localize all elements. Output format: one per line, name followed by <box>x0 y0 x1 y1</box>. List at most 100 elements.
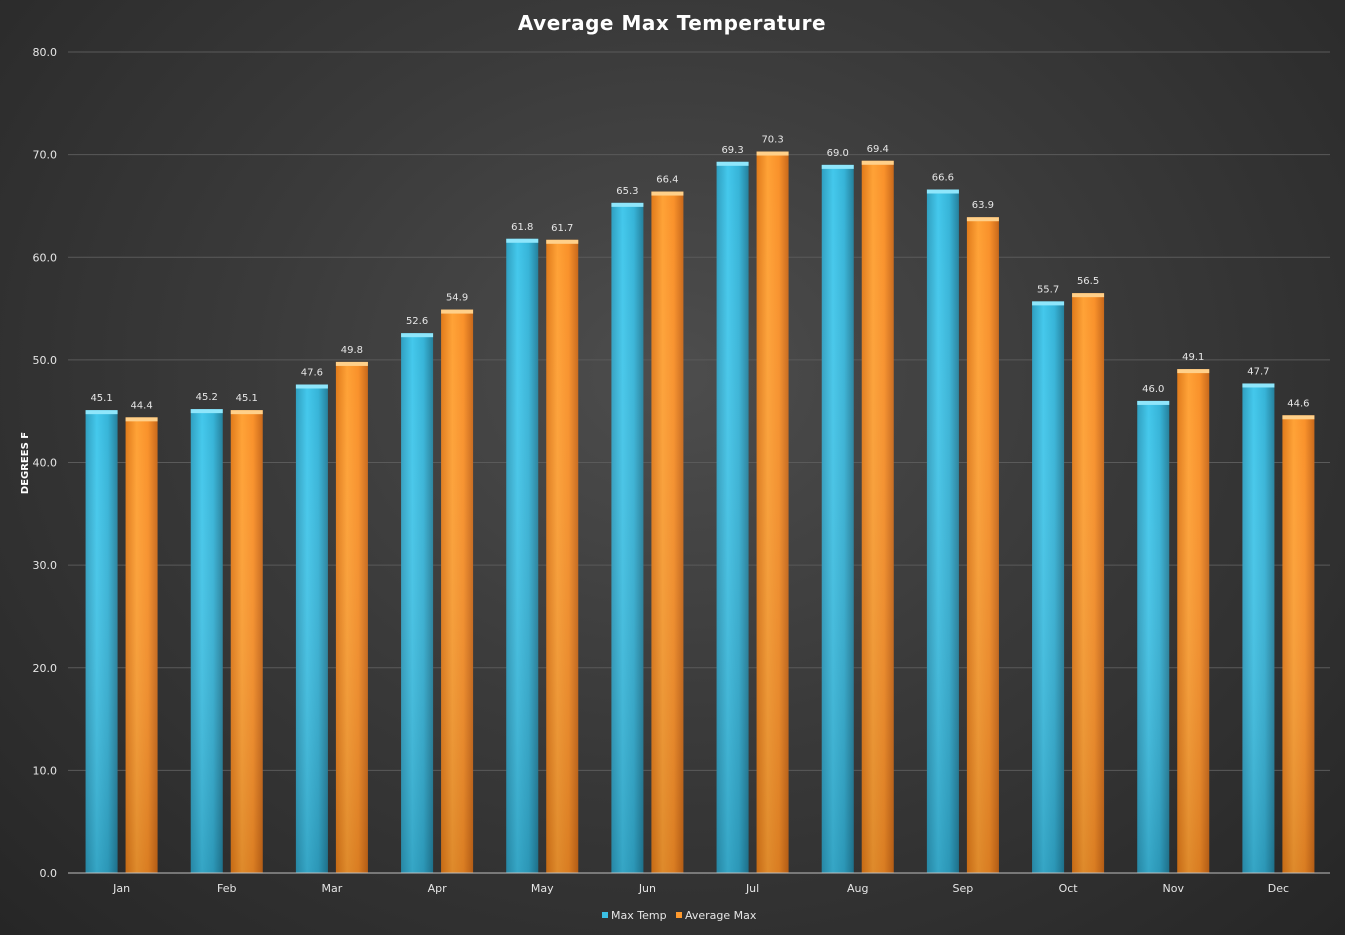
bar-max-temp: 52.6 <box>401 316 434 873</box>
data-label-average-max: 45.1 <box>236 393 258 404</box>
bar-average-max: 49.1 <box>1177 352 1210 873</box>
data-label-max-temp: 69.0 <box>827 148 849 159</box>
bar-cap <box>611 202 644 207</box>
bar-cap <box>1177 369 1210 374</box>
y-tick-label: 60.0 <box>33 251 58 264</box>
x-tick-label: Jul <box>745 882 759 895</box>
bar-max-temp: 45.1 <box>85 393 118 873</box>
x-axis-ticks: Jan Feb Mar Apr May Jun Jul Aug Sep Oct Nov Dec <box>112 882 1289 895</box>
bar-shade <box>295 384 328 873</box>
data-label-average-max: 44.4 <box>130 400 152 411</box>
bar-shade <box>1242 383 1275 873</box>
bars: 45.1 44.4 45.2 45.1 47.6 49.8 52.6 54.9 61.8 61.7… <box>85 135 1315 874</box>
data-label-average-max: 49.8 <box>341 345 363 356</box>
bar-max-temp: 61.8 <box>506 222 539 874</box>
bar-shade <box>1072 293 1105 873</box>
data-label-average-max: 49.1 <box>1182 352 1204 363</box>
y-axis-ticks: 0.0 10.0 20.0 30.0 40.0 50.0 60.0 70.0 80.0 <box>33 46 58 880</box>
data-label-max-temp: 47.7 <box>1247 366 1269 377</box>
bar-average-max: 44.6 <box>1282 398 1315 873</box>
bar-shade <box>926 189 959 873</box>
bar-cap <box>125 417 158 422</box>
x-tick-label: Apr <box>428 882 448 895</box>
y-tick-label: 20.0 <box>33 662 58 675</box>
data-label-average-max: 63.9 <box>972 200 994 211</box>
bar-max-temp: 55.7 <box>1032 284 1065 873</box>
legend-label-max-temp: Max Temp <box>611 909 667 922</box>
bar-cap <box>1242 383 1275 388</box>
bar-shade <box>546 239 579 873</box>
data-label-average-max: 69.4 <box>867 144 889 155</box>
bar-cap <box>401 333 434 338</box>
y-axis-label: DEGREES F <box>20 432 31 494</box>
bar-cap <box>756 151 789 156</box>
gridlines <box>68 51 1330 771</box>
bar-cap <box>1072 293 1105 298</box>
data-label-average-max: 44.6 <box>1287 398 1309 409</box>
bar-average-max: 63.9 <box>966 200 999 873</box>
bar-cap <box>295 384 328 389</box>
bar-shade <box>1137 400 1170 873</box>
bar-average-max: 70.3 <box>756 135 789 873</box>
bar-shade <box>756 151 789 873</box>
bar-shade <box>966 217 999 873</box>
data-label-average-max: 70.3 <box>761 135 783 146</box>
bar-max-temp: 66.6 <box>926 173 959 873</box>
y-tick-label: 80.0 <box>33 46 58 59</box>
x-tick-label: Nov <box>1163 882 1185 895</box>
bar-shade <box>821 164 854 873</box>
bar-cap <box>821 164 854 169</box>
legend-swatch-average-max <box>676 912 682 918</box>
x-tick-label: Aug <box>847 882 868 895</box>
bar-shade <box>190 409 223 873</box>
legend-swatch-max-temp <box>602 912 608 918</box>
bar-max-temp: 46.0 <box>1137 384 1170 873</box>
data-label-average-max: 66.4 <box>656 175 678 186</box>
y-tick-label: 10.0 <box>33 764 58 777</box>
bar-average-max: 45.1 <box>230 393 263 873</box>
bar-cap <box>861 160 894 165</box>
chart-title: Average Max Temperature <box>518 11 826 35</box>
x-tick-label: Sep <box>953 882 974 895</box>
x-tick-label: May <box>531 882 554 895</box>
bar-shade <box>441 309 474 873</box>
data-label-max-temp: 45.1 <box>90 393 112 404</box>
bar-shade <box>401 333 434 873</box>
x-tick-label: Jan <box>112 882 130 895</box>
x-tick-label: Dec <box>1268 882 1289 895</box>
bar-cap <box>546 239 579 244</box>
bar-cap <box>1032 301 1065 306</box>
y-tick-label: 40.0 <box>33 457 58 470</box>
x-tick-label: Mar <box>322 882 343 895</box>
y-tick-label: 50.0 <box>33 354 58 367</box>
y-tick-label: 30.0 <box>33 559 58 572</box>
bar-max-temp: 65.3 <box>611 186 644 873</box>
data-label-average-max: 61.7 <box>551 223 573 234</box>
data-label-max-temp: 46.0 <box>1142 384 1164 395</box>
bar-average-max: 54.9 <box>441 293 474 873</box>
legend: Max Temp Average Max <box>602 909 757 922</box>
bar-cap <box>506 238 539 243</box>
bar-max-temp: 69.0 <box>821 148 854 873</box>
data-label-average-max: 56.5 <box>1077 276 1099 287</box>
bar-max-temp: 69.3 <box>716 145 749 874</box>
bar-shade <box>85 410 118 873</box>
data-label-max-temp: 69.3 <box>721 145 743 156</box>
bar-shade <box>716 161 749 874</box>
bar-average-max: 49.8 <box>335 345 368 873</box>
bar-average-max: 61.7 <box>546 223 579 873</box>
data-label-max-temp: 65.3 <box>616 186 638 197</box>
data-label-max-temp: 66.6 <box>932 173 954 184</box>
x-tick-label: Jun <box>638 882 656 895</box>
data-label-max-temp: 47.6 <box>301 368 323 379</box>
bar-shade <box>335 361 368 873</box>
bar-cap <box>190 409 223 414</box>
bar-cap <box>1137 400 1170 405</box>
bar-max-temp: 47.6 <box>295 368 328 873</box>
bar-cap <box>85 410 118 415</box>
bar-shade <box>125 417 158 873</box>
bar-max-temp: 47.7 <box>1242 366 1275 873</box>
bar-shade <box>1032 301 1065 873</box>
bar-cap <box>926 189 959 194</box>
